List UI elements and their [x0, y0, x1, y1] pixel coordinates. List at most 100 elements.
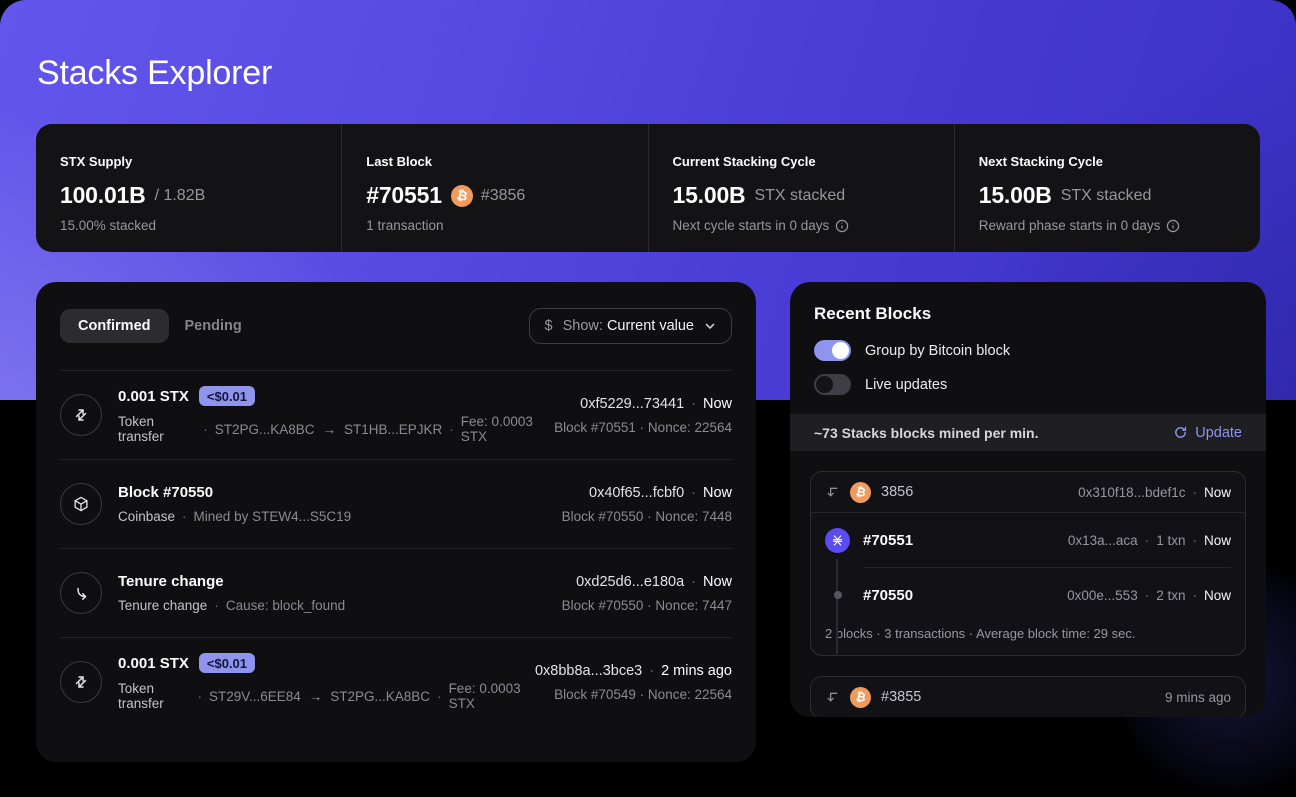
- stacks-block-row[interactable]: #70551 0x13a...aca 1 txn Now: [825, 526, 1231, 554]
- stat-sub: 1 transaction: [366, 218, 444, 233]
- tx-time: 2 mins ago: [661, 662, 732, 679]
- stat-secondary: / 1.82B: [154, 186, 206, 204]
- info-icon[interactable]: [835, 219, 849, 233]
- tx-time: Now: [702, 573, 732, 590]
- tx-hash[interactable]: 0xf5229...73441: [580, 395, 685, 412]
- tx-tabs: Confirmed Pending: [60, 309, 258, 343]
- bitcoin-block-group: ₿ #3855 9 mins ago: [810, 676, 1246, 717]
- arrow-right-icon: [315, 422, 345, 437]
- merge-down-icon: [825, 690, 840, 705]
- tx-row-token-transfer[interactable]: 0.001 STX <$0.01 Token transfer ST2PG...…: [60, 370, 732, 459]
- bitcoin-icon: ₿: [850, 481, 871, 503]
- stat-last-block: Last Block #70551 ₿ #3856 1 transaction: [341, 124, 647, 252]
- tx-value-badge: <$0.01: [198, 653, 256, 673]
- stat-label: Next Stacking Cycle: [978, 154, 1104, 169]
- filter-value: Current value: [606, 318, 694, 334]
- tx-to-address[interactable]: ST1HB...EPJKR: [344, 421, 443, 437]
- chevron-down-icon: [704, 320, 716, 332]
- tx-category: Tenure change: [118, 598, 208, 613]
- show-value-dropdown[interactable]: $ Show: Current value: [528, 308, 732, 344]
- tx-detail: Mined by STEW4...S5C19: [193, 509, 352, 524]
- block-connector-line: [836, 559, 838, 654]
- bitcoin-block-group: ₿ 3856 0x310f18...bdef1c Now #70551 0x13a…: [810, 471, 1246, 656]
- stat-secondary: STX stacked: [1060, 186, 1152, 204]
- group-summary: 2 blocks · 3 transactions · Average bloc…: [825, 626, 1136, 641]
- tx-block-nonce: Block #70549 · Nonce: 22564: [554, 686, 732, 702]
- bitcoin-icon: ₿: [450, 184, 473, 207]
- toggle-knob: [832, 342, 849, 359]
- toggle-label: Group by Bitcoin block: [865, 342, 1011, 359]
- stacks-icon: [825, 527, 850, 553]
- tab-confirmed[interactable]: Confirmed: [60, 309, 169, 343]
- tx-title: Block #70550: [118, 484, 214, 501]
- tx-detail: Cause: block_found: [225, 598, 346, 613]
- mined-rate-bar: ~73 Stacks blocks mined per min. Update: [790, 414, 1266, 451]
- stacks-block-row[interactable]: #70550 0x00e...553 2 txn Now: [825, 581, 1231, 609]
- stat-label: Last Block: [366, 154, 432, 169]
- bitcoin-block-header[interactable]: ₿ #3855 9 mins ago: [811, 677, 1245, 717]
- tx-hash[interactable]: 0x8bb8a...3bce3: [534, 662, 643, 679]
- merge-down-icon: [825, 485, 840, 500]
- tx-row-block[interactable]: Block #70550 Coinbase Mined by STEW4...S…: [60, 459, 732, 548]
- tx-value-badge: <$0.01: [198, 386, 256, 406]
- stacks-block-number: #70551: [863, 531, 914, 549]
- stacks-block-hash[interactable]: 0x00e...553: [1067, 587, 1138, 603]
- bitcoin-icon: ₿: [850, 686, 871, 708]
- tx-category: Token transfer: [118, 414, 164, 444]
- toggle-label: Live updates: [865, 376, 948, 393]
- tx-to-address[interactable]: ST2PG...KA8BC: [330, 688, 431, 704]
- toggle-knob: [816, 376, 833, 393]
- stat-value: #70551: [366, 182, 442, 208]
- tx-hash[interactable]: 0x40f65...fcbf0: [589, 484, 685, 501]
- tx-block-nonce: Block #70550 · Nonce: 7448: [561, 508, 732, 524]
- stacks-block-number: #70550: [863, 586, 914, 604]
- bitcoin-block-header[interactable]: ₿ 3856 0x310f18...bdef1c Now: [811, 472, 1245, 513]
- tx-from-address[interactable]: ST2PG...KA8BC: [214, 421, 315, 437]
- update-button[interactable]: Update: [1173, 425, 1242, 441]
- stacks-block-hash[interactable]: 0x13a...aca: [1067, 532, 1138, 548]
- stacks-block-txns: 2 txn: [1156, 587, 1186, 603]
- stacks-block-time: Now: [1203, 532, 1231, 548]
- live-updates-toggle[interactable]: [814, 374, 851, 395]
- bitcoin-block-number: #3855: [881, 689, 922, 705]
- filter-prefix: Show:: [562, 318, 603, 334]
- stat-next-cycle: Next Stacking Cycle 15.00B STX stacked R…: [953, 124, 1260, 252]
- tx-title: 0.001 STX: [118, 387, 189, 405]
- dollar-icon: $: [544, 318, 553, 334]
- stat-sub: Reward phase starts in 0 days: [978, 218, 1161, 233]
- info-icon[interactable]: [1166, 219, 1180, 233]
- tx-block-nonce: Block #70550 · Nonce: 7447: [561, 597, 732, 613]
- tenure-change-icon: [60, 572, 102, 614]
- tx-fee: Fee: 0.0003 STX: [460, 414, 533, 444]
- token-transfer-icon: [60, 661, 102, 703]
- tx-title: Tenure change: [118, 573, 224, 590]
- stacks-block-time: Now: [1203, 587, 1231, 603]
- update-label: Update: [1195, 424, 1242, 441]
- tx-from-address[interactable]: ST29V...6EE84: [208, 688, 301, 704]
- node-dot: [834, 591, 842, 599]
- stats-bar: STX Supply 100.01B / 1.82B 15.00% stacke…: [36, 124, 1260, 252]
- bitcoin-block-hash[interactable]: 0x310f18...bdef1c: [1078, 484, 1186, 500]
- tx-row-token-transfer[interactable]: 0.001 STX <$0.01 Token transfer ST29V...…: [60, 637, 732, 726]
- bitcoin-block-number: 3856: [881, 484, 914, 500]
- stat-value: 15.00B: [978, 182, 1052, 208]
- block-cube-icon: [60, 483, 102, 525]
- stat-value: 15.00B: [672, 182, 746, 208]
- tab-pending[interactable]: Pending: [184, 318, 242, 334]
- recent-blocks-panel: Recent Blocks Group by Bitcoin block Liv…: [790, 282, 1266, 717]
- bitcoin-block-time: 9 mins ago: [1164, 689, 1231, 705]
- refresh-icon: [1173, 425, 1188, 440]
- tx-category: Coinbase: [118, 509, 176, 524]
- tx-time: Now: [702, 484, 732, 501]
- group-by-bitcoin-toggle[interactable]: [814, 340, 851, 361]
- tx-block-nonce: Block #70551 · Nonce: 22564: [554, 419, 732, 435]
- tx-hash[interactable]: 0xd25d6...e180a: [576, 573, 685, 590]
- tx-fee: Fee: 0.0003 STX: [448, 681, 521, 711]
- page-title: Stacks Explorer: [37, 54, 273, 92]
- tx-row-tenure-change[interactable]: Tenure change Tenure change Cause: block…: [60, 548, 732, 637]
- stat-current-cycle: Current Stacking Cycle 15.00B STX stacke…: [647, 124, 954, 252]
- tx-title: 0.001 STX: [118, 654, 189, 672]
- stat-secondary: STX stacked: [754, 186, 846, 204]
- btc-block-number: #3856: [480, 186, 526, 204]
- stat-sub: Next cycle starts in 0 days: [672, 218, 830, 233]
